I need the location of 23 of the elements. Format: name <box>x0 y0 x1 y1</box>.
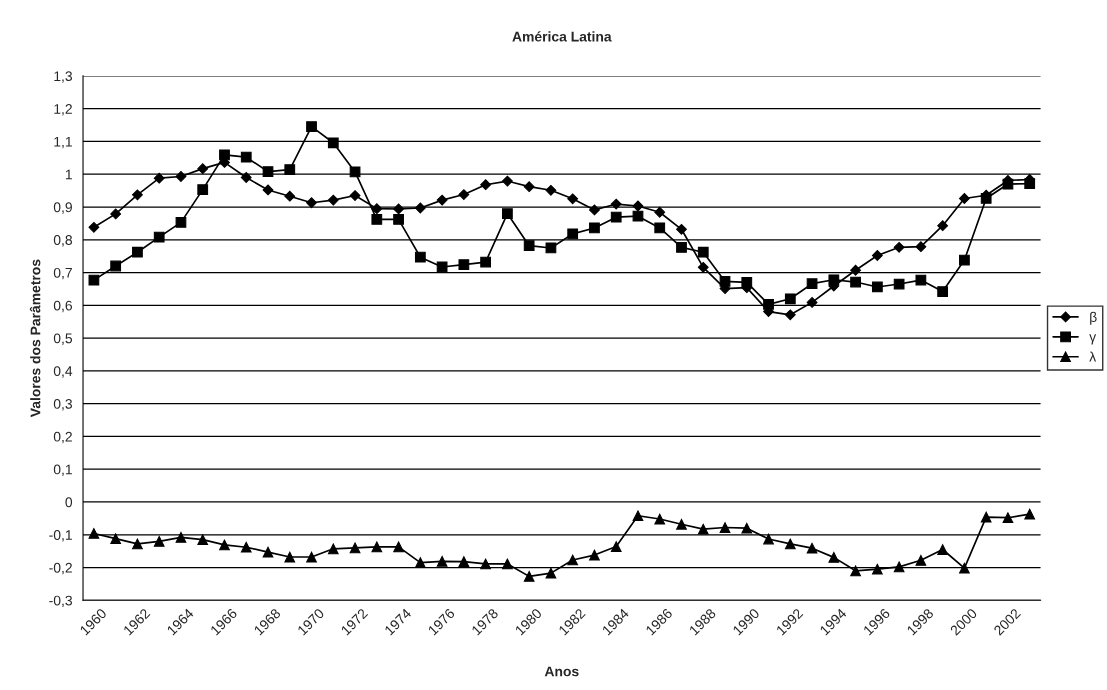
y-tick-label: -0,2 <box>49 562 72 575</box>
y-tick-label: 0,7 <box>53 267 72 280</box>
y-tick-label: -0,3 <box>49 595 72 608</box>
y-tick-label: 1,2 <box>54 104 72 116</box>
y-tick-label: 1,1 <box>54 136 72 149</box>
y-tick-label: 0,1 <box>53 464 72 477</box>
y-axis-title: Valores dos Parâmetros <box>29 259 41 418</box>
chart-title: América Latina <box>512 31 612 42</box>
y-tick-label: 1,3 <box>54 71 72 83</box>
y-tick-label: 0,5 <box>53 333 73 345</box>
y-tick-label: 0 <box>65 497 73 508</box>
x-axis-title: Anos <box>544 666 579 677</box>
legend-label: λ <box>1089 351 1097 362</box>
y-tick-label: 0,3 <box>53 398 72 411</box>
y-tick-label: 1 <box>65 169 72 180</box>
y-tick-label: -0,1 <box>49 530 72 542</box>
legend-label: β <box>1090 311 1097 325</box>
y-tick-label: 0,9 <box>53 202 72 214</box>
y-tick-label: 0,2 <box>53 431 72 444</box>
legend-label: γ <box>1089 334 1097 345</box>
y-tick-label: 0,8 <box>53 235 73 247</box>
y-tick-label: 0,6 <box>53 300 72 313</box>
y-tick-label: 0,4 <box>53 366 73 378</box>
